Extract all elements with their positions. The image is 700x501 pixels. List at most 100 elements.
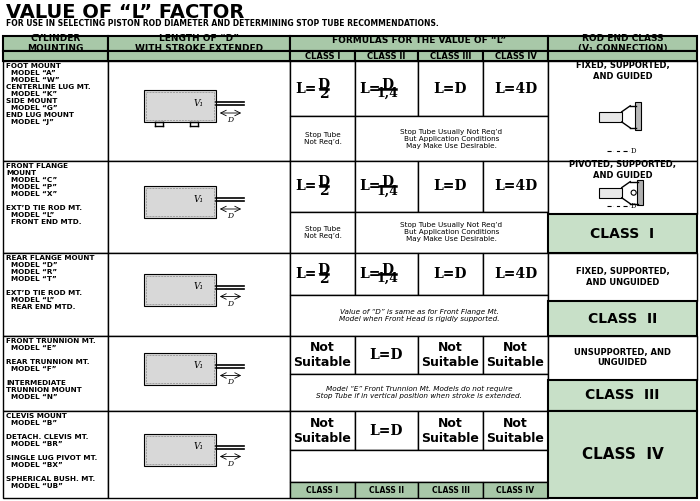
Bar bbox=[108, 36, 290, 51]
Bar bbox=[598, 112, 622, 122]
Text: CLASS  III: CLASS III bbox=[585, 388, 659, 402]
Bar bbox=[3, 253, 108, 336]
Text: L=: L= bbox=[295, 82, 316, 96]
Text: 2: 2 bbox=[318, 272, 328, 286]
Text: L=4D: L=4D bbox=[494, 82, 537, 96]
Bar bbox=[548, 51, 697, 61]
Text: FOR USE IN SELECTING PISTON ROD DIAMETER AND DETERMINING STOP TUBE RECOMMENDATIO: FOR USE IN SELECTING PISTON ROD DIAMETER… bbox=[6, 19, 439, 28]
Text: D: D bbox=[227, 300, 233, 308]
Text: V₁: V₁ bbox=[194, 361, 204, 370]
Text: L=: L= bbox=[295, 267, 316, 281]
Bar bbox=[548, 253, 697, 301]
Text: CLASS I: CLASS I bbox=[307, 485, 339, 494]
Text: UNSUPPORTED, AND
UNGUIDED: UNSUPPORTED, AND UNGUIDED bbox=[574, 348, 671, 367]
Text: CLASS  II: CLASS II bbox=[588, 312, 657, 326]
Bar bbox=[290, 161, 355, 211]
Text: V₁: V₁ bbox=[194, 282, 204, 291]
Bar bbox=[108, 51, 290, 61]
Text: L=D: L=D bbox=[434, 179, 468, 193]
Bar bbox=[548, 214, 697, 253]
Bar bbox=[355, 61, 418, 116]
Text: CLASS III: CLASS III bbox=[431, 485, 470, 494]
Bar bbox=[418, 161, 483, 211]
Text: Stop Tube Usually Not Req’d
But Application Conditions
May Make Use Desirable.: Stop Tube Usually Not Req’d But Applicat… bbox=[400, 222, 503, 242]
Bar bbox=[108, 61, 290, 161]
Bar bbox=[3, 36, 108, 51]
Text: D: D bbox=[227, 212, 233, 220]
Text: 2: 2 bbox=[318, 184, 328, 198]
Bar bbox=[548, 161, 697, 214]
Bar bbox=[355, 51, 418, 61]
Bar bbox=[144, 353, 216, 384]
Bar bbox=[108, 161, 290, 253]
Text: CLASS I: CLASS I bbox=[304, 52, 340, 61]
Text: Not
Suitable: Not Suitable bbox=[486, 341, 545, 369]
Bar bbox=[355, 116, 548, 161]
Bar bbox=[418, 61, 483, 116]
Text: FIXED, SUPPORTED,
AND GUIDED: FIXED, SUPPORTED, AND GUIDED bbox=[575, 61, 669, 81]
Text: L=D: L=D bbox=[370, 423, 403, 437]
Bar bbox=[418, 336, 483, 374]
Text: D: D bbox=[631, 147, 636, 155]
Bar bbox=[108, 253, 290, 336]
Text: PIVOTED, SUPPORTED,
AND GUIDED: PIVOTED, SUPPORTED, AND GUIDED bbox=[569, 160, 676, 180]
Bar bbox=[146, 276, 214, 304]
Bar bbox=[290, 336, 355, 374]
Bar bbox=[146, 92, 214, 120]
Text: CLEVIS MOUNT
  MODEL “B”

DETACH. CLEVIS MT.
  MODEL “BR”

SINGLE LUG PIVOT MT.
: CLEVIS MOUNT MODEL “B” DETACH. CLEVIS MT… bbox=[6, 413, 97, 489]
Text: L=: L= bbox=[359, 82, 381, 96]
Text: REAR FLANGE MOUNT
  MODEL “D”
  MODEL “R”
  MODEL “T”

EXT’D TIE ROD MT.
  MODEL: REAR FLANGE MOUNT MODEL “D” MODEL “R” MO… bbox=[6, 255, 94, 310]
Bar bbox=[290, 374, 548, 411]
Bar bbox=[144, 274, 216, 306]
Text: Stop Tube
Not Req’d.: Stop Tube Not Req’d. bbox=[304, 132, 342, 145]
Bar bbox=[483, 253, 548, 295]
Bar bbox=[290, 61, 355, 116]
Bar bbox=[3, 61, 108, 161]
Bar bbox=[3, 161, 108, 253]
Bar bbox=[146, 435, 214, 463]
Bar bbox=[483, 161, 548, 211]
Text: FIXED, SUPPORTED,
AND UNGUIDED: FIXED, SUPPORTED, AND UNGUIDED bbox=[575, 268, 669, 287]
Bar bbox=[355, 336, 418, 374]
Bar bbox=[598, 187, 622, 198]
Bar bbox=[355, 211, 548, 253]
Bar bbox=[290, 411, 355, 450]
Text: CLASS II: CLASS II bbox=[369, 485, 404, 494]
Bar bbox=[290, 253, 355, 295]
Text: 2: 2 bbox=[318, 87, 328, 101]
Bar bbox=[418, 411, 483, 450]
Text: D: D bbox=[317, 78, 330, 92]
Text: L=D: L=D bbox=[370, 348, 403, 362]
Text: CLASS  IV: CLASS IV bbox=[582, 447, 664, 462]
Text: ROD END CLASS
(V₁ CONNECTION): ROD END CLASS (V₁ CONNECTION) bbox=[578, 34, 667, 53]
Bar bbox=[483, 411, 548, 450]
Bar bbox=[483, 482, 548, 498]
Text: D: D bbox=[227, 378, 233, 386]
Bar bbox=[418, 482, 483, 498]
Bar bbox=[637, 180, 643, 205]
Text: FORMULAS FOR THE VALUE OF “L”: FORMULAS FOR THE VALUE OF “L” bbox=[332, 36, 506, 45]
Bar bbox=[290, 482, 355, 498]
Text: L=: L= bbox=[359, 179, 381, 193]
Text: D: D bbox=[317, 263, 330, 277]
Text: Not
Suitable: Not Suitable bbox=[421, 416, 480, 444]
Text: CLASS  I: CLASS I bbox=[590, 226, 655, 240]
Text: D: D bbox=[631, 202, 636, 210]
Text: 1,4: 1,4 bbox=[377, 185, 398, 198]
Bar bbox=[418, 51, 483, 61]
Text: D: D bbox=[317, 175, 330, 189]
Text: CLASS II: CLASS II bbox=[368, 52, 406, 61]
Bar bbox=[290, 450, 548, 482]
Text: CLASS III: CLASS III bbox=[430, 52, 471, 61]
Bar bbox=[146, 188, 214, 216]
Bar bbox=[144, 186, 216, 218]
Bar bbox=[355, 253, 418, 295]
Text: L=: L= bbox=[359, 267, 381, 281]
Bar bbox=[548, 336, 697, 379]
Bar bbox=[144, 90, 216, 122]
Bar bbox=[108, 411, 290, 498]
Text: D: D bbox=[382, 78, 393, 92]
Text: L=: L= bbox=[295, 179, 316, 193]
Text: CYLINDER
MOUNTING: CYLINDER MOUNTING bbox=[27, 34, 84, 53]
Bar bbox=[483, 51, 548, 61]
